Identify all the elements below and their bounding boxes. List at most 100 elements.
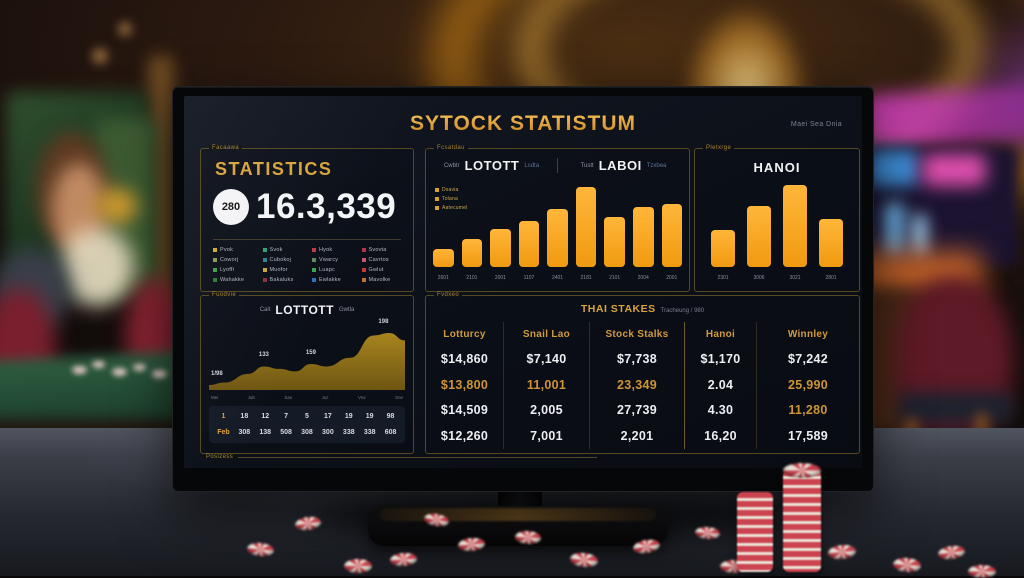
table-column-header: Lotturcy [443,328,486,340]
legend-label: Mavolke [368,277,391,283]
legend-swatch [312,278,316,282]
legend-item: Gwlut [361,267,408,273]
lotott-laboi-panel: Fcsatdau Cwbtr LOTOTT Lsdta Tustt LABOI … [425,145,690,292]
bar [518,220,540,267]
bar [461,239,483,267]
stats-legend: Pvok Svok Hyok Svovta Coworj Cubokoj Vwarcy Cav… [213,247,407,283]
axis-tick: 1107 [523,275,535,281]
axis-tick: Vrw [357,395,366,400]
legend-label: Lyoffi [220,267,235,273]
slot-screen-glow [922,154,986,186]
table-column-header: Hanoi [684,322,756,346]
legend-item: Dsavia [435,187,467,193]
legend-swatch [262,258,267,262]
table-cell: $7,738 [589,346,684,372]
legend-label: Aatecumel [442,205,468,211]
poker-chip [92,361,105,368]
header-post-text: Lsdta [524,162,540,169]
legend-swatch [262,278,267,282]
poker-chip [968,565,996,578]
table-cell: $7,242 [756,346,859,372]
legend-item: Pvok [213,247,259,253]
legend-item: Muofor [262,267,309,273]
legend-swatch [435,188,439,192]
table-cell: 16,20 [684,423,756,449]
panel-frame-label: Fcsatdau [434,145,468,151]
poker-chip [152,370,167,378]
legend-swatch [361,268,366,272]
statistics-heading: STATISTICS [215,159,333,179]
legend-label: Svovta [368,247,387,253]
thai-stakes-panel: Fvdxeo THAI STAKES Tracheung / 980 Lottu… [425,292,860,454]
laboi-header: Tustt LABOI Tzxbea [558,158,689,173]
axis-tick: 2001 [666,275,678,281]
poker-chip [344,559,372,573]
legend-label: Cavrtos [368,257,389,263]
axis-tick: Sas [284,395,293,400]
calendar-cell: 12 [261,412,270,420]
legend-item: Aatecumel [435,205,467,211]
chair-seat [898,392,1013,424]
header-post-text: Tzxbea [646,162,667,169]
calendar-cell: 308 [238,429,251,437]
calendar-cell: 338 [342,429,355,437]
table-subtitle: Tracheung / 980 [660,308,705,314]
bar [783,185,807,267]
calendar-cell: 138 [259,429,272,437]
area-chart-svg [209,332,405,390]
table-title: THAI STAKES [580,303,656,315]
calendar-cell: 1 [221,412,226,420]
hanoi-panel: Pletxrge HANOI 2301 3006 3021 2801 [694,145,860,292]
table-cell: 27,739 [589,397,684,424]
table-header-row: THAI STAKES Tracheung / 980 [426,303,859,315]
legend-label: Gwlut [368,267,384,273]
slot-screen-glow [884,202,904,260]
legend-swatch [262,268,267,272]
legend-item: Ewlakke [312,277,358,283]
bokeh-light [92,48,108,64]
poker-chip [72,366,87,374]
axis-tick: 2181 [580,275,592,281]
legend-label: Cubokoj [269,257,292,263]
legend-label: Tolana [442,196,458,202]
legend-swatch [312,248,316,252]
calendar-cell: 338 [363,429,376,437]
bar [433,248,454,267]
header-post-text: Gwtla [338,307,355,313]
legend-item: Svovta [361,247,408,253]
neon-sign [864,83,1024,151]
laboi-title: LABOI [598,158,642,173]
panel-frame-label: Fuodvie [209,292,240,298]
poker-chip [133,364,146,371]
legend-label: Luapc [319,267,335,273]
legend-swatch [213,248,217,252]
legend-swatch [262,248,267,252]
data-label: 159 [305,350,316,356]
bottom-label-text: Posizess [206,454,234,460]
legend-label: Vwarcy [319,257,339,263]
legend-label: Pvok [220,247,234,253]
header-pre-text: Cwbtr [443,162,460,169]
legend-label: Hyok [319,247,333,253]
stakes-table: Lotturcy Snail Lao Stock Stalks Hanoi Winnle… [426,322,859,449]
legend-swatch [435,206,439,210]
calendar-cell: 19 [344,412,353,420]
panel-frame-label: Fvdxeo [434,292,463,298]
panel-frame-label: Facaawa [209,145,243,151]
bar [547,208,568,267]
table-cell: 7,001 [503,423,589,449]
table-cell: 2,201 [589,423,684,449]
lotott-title: LOTOTT [464,158,520,173]
hanoi-bars [711,185,843,267]
axis-tick: 2401 [551,275,564,281]
poker-chip [112,368,127,376]
legend-label: Ewlakke [319,277,341,283]
data-label: 133 [258,352,269,359]
table-cell: $12,260 [440,429,489,444]
calendar-cell: Feb [217,429,230,437]
calendar-cell: 5 [305,412,309,420]
table-cell: $14,860 [440,351,489,366]
legend-item: Tolana [435,196,467,202]
calendar-cell: 98 [386,412,395,420]
count-badge: 280 [213,189,249,225]
